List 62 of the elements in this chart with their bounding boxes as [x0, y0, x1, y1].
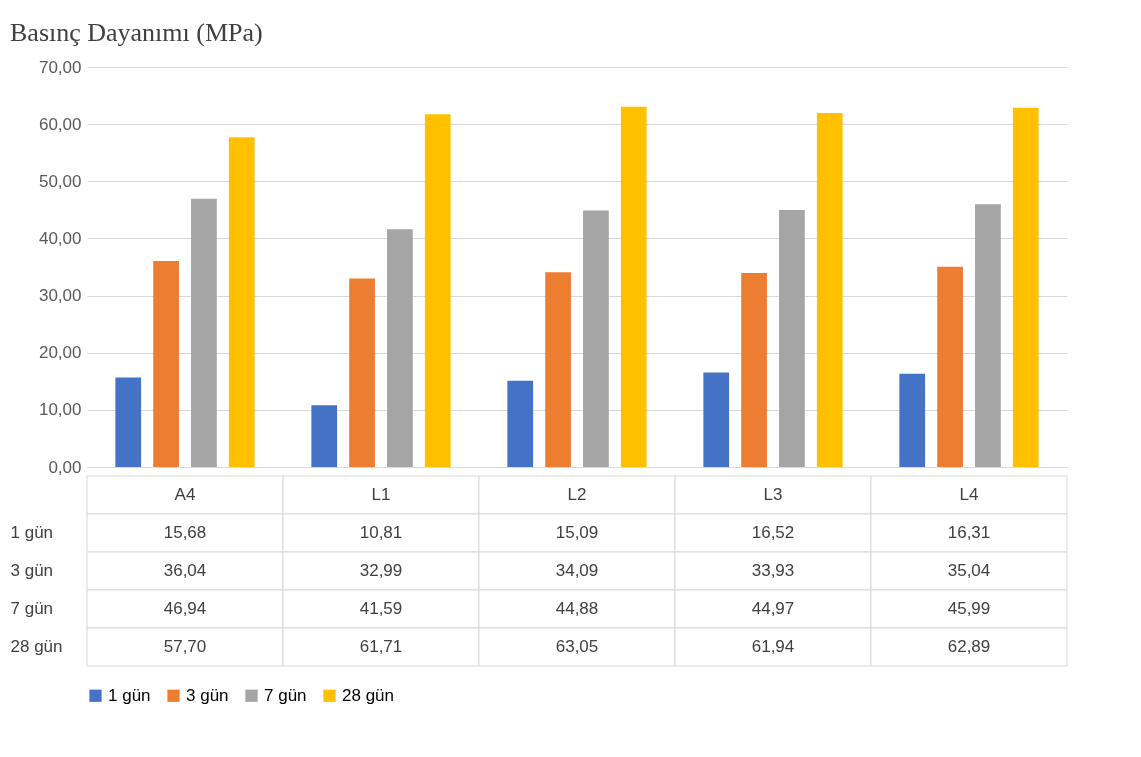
- y-tick-label: 0,00: [48, 457, 82, 477]
- data-label: 41,59: [359, 599, 403, 618]
- text: 3 gün: [10, 561, 54, 580]
- bar: [703, 372, 730, 467]
- bar: [311, 405, 338, 467]
- chart-title: Basınç Dayanımı (MPa): [10, 18, 263, 47]
- text: 7 gün: [10, 599, 54, 618]
- bar: [899, 373, 926, 467]
- y-tick-label: 10,00: [38, 400, 82, 420]
- bar: [937, 266, 963, 467]
- text: 28 gün: [10, 637, 63, 656]
- bar: [387, 229, 413, 467]
- y-tick-label: 40,00: [38, 228, 82, 248]
- bar: [115, 377, 142, 467]
- bar: [975, 204, 1001, 467]
- legend-label: 1 gün: [108, 685, 151, 705]
- bar: [620, 106, 647, 467]
- data-label: 46,94: [163, 599, 207, 618]
- y-tick-label: 30,00: [38, 286, 82, 306]
- data-label: 61,94: [751, 637, 795, 656]
- bar: [153, 261, 179, 467]
- bar: [507, 380, 534, 467]
- x-tick-label: A4: [174, 485, 196, 504]
- bar: [349, 278, 375, 467]
- text: 1 gün: [10, 523, 54, 542]
- bar: [583, 210, 609, 467]
- bar: [424, 114, 451, 467]
- legend-label: 7 gün: [264, 685, 307, 705]
- data-label: 62,89: [947, 637, 991, 656]
- data-label: 16,52: [751, 523, 795, 542]
- y-tick-label: 20,00: [38, 343, 82, 363]
- data-label: 61,71: [359, 637, 403, 656]
- x-tick-label: L3: [763, 485, 783, 504]
- legend-label: 3 gün: [186, 685, 229, 705]
- bar: [191, 198, 217, 467]
- data-label: 15,09: [555, 523, 599, 542]
- bar: [741, 273, 767, 467]
- data-label: 36,04: [163, 561, 207, 580]
- data-label: 44,88: [555, 599, 599, 618]
- data-label: 32,99: [359, 561, 403, 580]
- data-label: 16,31: [947, 523, 991, 542]
- bar: [545, 272, 571, 467]
- data-label: 15,68: [163, 523, 207, 542]
- bar: [1012, 107, 1039, 467]
- bar: [779, 210, 805, 467]
- y-tick-label: 60,00: [38, 114, 82, 134]
- x-tick-label: L2: [567, 485, 587, 504]
- data-label: 63,05: [555, 637, 599, 656]
- x-tick-label: L1: [371, 485, 391, 504]
- data-label: 57,70: [163, 637, 207, 656]
- y-tick-label: 50,00: [38, 171, 82, 191]
- legend-label: 28 gün: [342, 685, 394, 705]
- data-label: 45,99: [947, 599, 991, 618]
- data-label: 35,04: [947, 561, 991, 580]
- bar: [228, 137, 255, 467]
- data-label: 34,09: [555, 561, 599, 580]
- y-tick-label: 70,00: [38, 57, 82, 77]
- data-label: 10,81: [359, 523, 403, 542]
- x-tick-label: L4: [959, 485, 979, 504]
- bar: [816, 113, 843, 467]
- data-label: 33,93: [751, 561, 795, 580]
- data-label: 44,97: [751, 599, 795, 618]
